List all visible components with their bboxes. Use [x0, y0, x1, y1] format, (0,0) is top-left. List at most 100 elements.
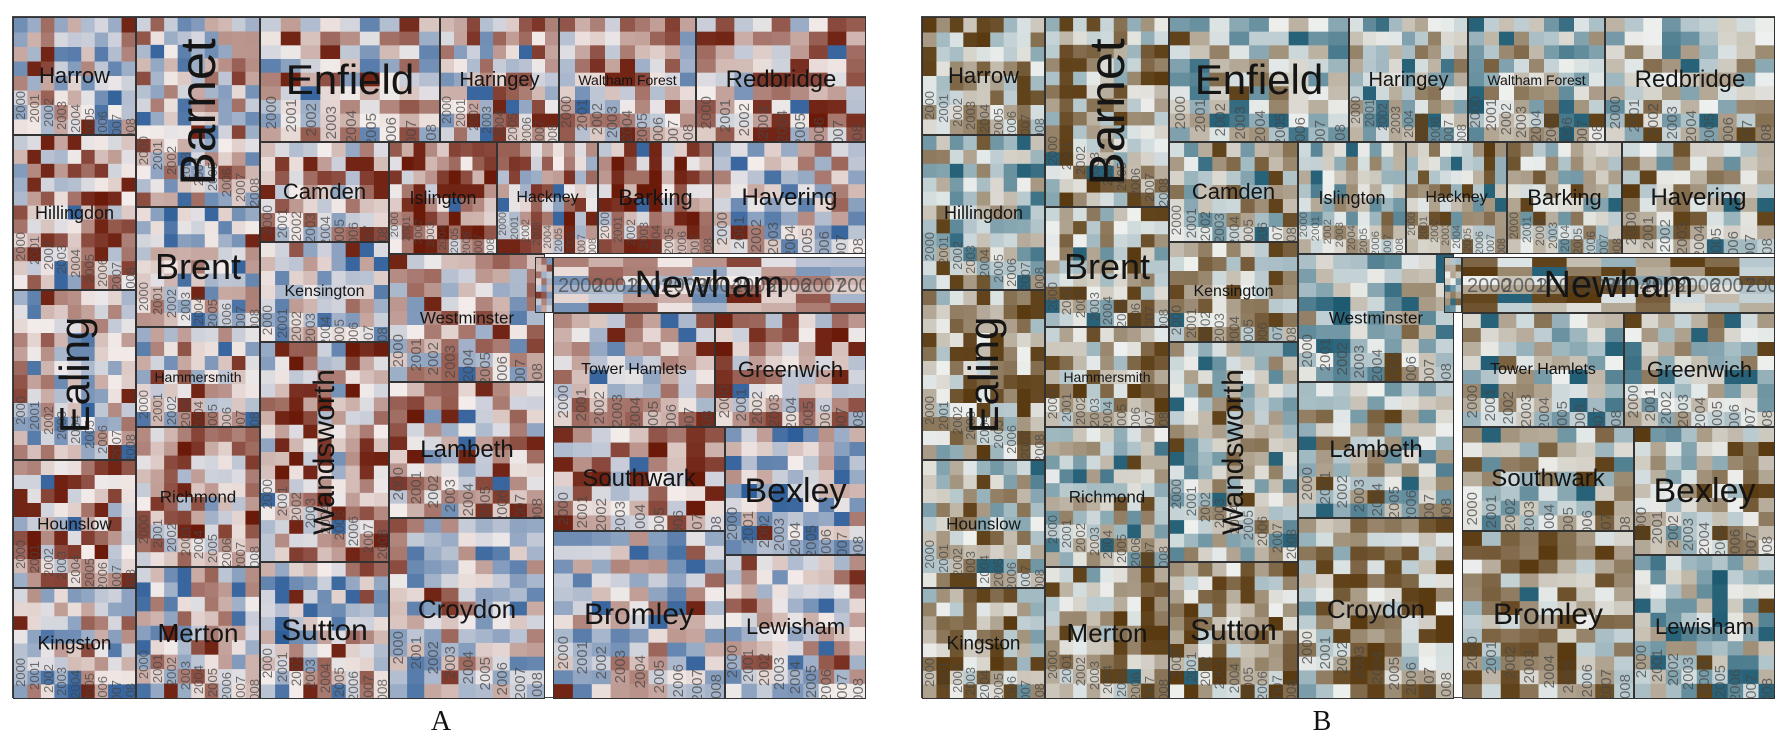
heat-cell — [923, 119, 938, 134]
heat-cell — [1574, 45, 1590, 60]
heat-cell — [629, 532, 650, 547]
heat-cell — [1140, 58, 1156, 73]
heat-cell — [1484, 198, 1496, 213]
heat-cell — [715, 31, 735, 46]
heat-cell — [424, 297, 442, 312]
heat-cell — [1570, 211, 1584, 227]
heat-cell — [40, 18, 55, 34]
heat-cell — [453, 18, 468, 33]
heat-cell — [1154, 247, 1168, 262]
heat-cell — [359, 298, 375, 314]
heat-cell — [458, 297, 477, 312]
heat-cell — [624, 239, 638, 253]
heat-cell — [40, 375, 55, 390]
heat-cell — [686, 515, 706, 530]
treemap-panel-b: 200020012002200320042005200620072008Harr… — [921, 16, 1775, 699]
heat-cell — [1030, 389, 1044, 404]
heat-cell — [1184, 298, 1199, 314]
heat-cell — [67, 530, 82, 546]
heat-cell — [204, 312, 219, 326]
heat-cell — [1545, 143, 1559, 158]
heat-cell — [150, 71, 165, 86]
heat-cell — [27, 177, 42, 193]
heat-cell — [1282, 226, 1297, 241]
heat-cell — [1299, 225, 1312, 240]
heat-cell — [1389, 59, 1403, 74]
heat-cell — [137, 483, 152, 498]
heat-cell — [808, 86, 829, 101]
heat-cell — [345, 590, 361, 605]
heat-cell — [492, 670, 511, 685]
heat-cell — [231, 31, 247, 46]
heat-cell — [1533, 143, 1547, 158]
heat-cell — [27, 191, 42, 207]
heat-cell — [81, 163, 96, 179]
heat-cell — [976, 32, 991, 48]
heat-cell — [827, 72, 847, 87]
heat-cell — [1472, 198, 1485, 213]
heat-cell — [108, 347, 123, 362]
heat-cell — [923, 90, 938, 106]
heat-cell — [289, 657, 304, 672]
heat-cell — [441, 353, 460, 368]
heat-cell — [572, 457, 593, 473]
heat-cell — [1113, 247, 1128, 262]
tile-kensington: 200020012002200320042005200620072008Kens… — [260, 242, 389, 342]
heat-cell — [150, 568, 165, 584]
heat-cell — [831, 314, 850, 329]
heat-cell — [1690, 184, 1708, 199]
heat-cell — [40, 589, 55, 604]
heat-cell — [1322, 211, 1335, 227]
heat-cell — [1402, 113, 1416, 128]
heat-cell — [1030, 444, 1044, 459]
heat-cell — [831, 239, 849, 253]
heat-cell — [81, 76, 96, 92]
heat-cell — [150, 654, 165, 670]
heat-cell — [674, 156, 688, 172]
heat-cell — [1508, 239, 1522, 253]
heat-cell — [509, 383, 528, 397]
heat-cell — [108, 275, 123, 289]
heat-cell — [81, 305, 96, 320]
heat-cell — [218, 497, 233, 512]
heat-cell — [390, 143, 403, 158]
heat-cell — [177, 192, 192, 206]
heat-cell — [475, 282, 494, 298]
heat-cell — [67, 205, 82, 221]
heat-cell — [831, 356, 850, 371]
heat-cell — [1073, 125, 1088, 140]
heat-cell — [1717, 72, 1738, 87]
heat-cell — [1268, 170, 1284, 186]
heat-cell — [747, 170, 765, 185]
heat-cell — [936, 219, 951, 234]
heat-cell — [649, 184, 663, 199]
heat-cell — [1198, 479, 1213, 494]
heat-cell — [475, 615, 494, 630]
heat-cell — [280, 18, 302, 33]
heat-cell — [150, 247, 165, 262]
heat-cell — [191, 58, 206, 73]
heat-cell — [545, 86, 558, 101]
heat-cell — [1154, 31, 1168, 46]
heat-cell — [289, 576, 304, 591]
heat-cell — [963, 18, 978, 34]
heat-cell — [1417, 198, 1430, 213]
heat-cell — [177, 398, 192, 413]
heat-cell — [705, 486, 724, 502]
heat-cell — [1310, 156, 1324, 172]
heat-cell — [261, 465, 276, 480]
heat-cell — [714, 184, 732, 199]
heat-cell — [475, 560, 494, 575]
heat-cell — [1229, 72, 1250, 87]
heat-cell — [390, 546, 408, 561]
heat-cell — [831, 211, 849, 227]
heat-cell — [1140, 98, 1156, 113]
heat-cell — [834, 497, 851, 513]
heat-cell — [1113, 44, 1128, 59]
heat-cell — [678, 370, 697, 385]
heat-cell — [546, 291, 552, 300]
heat-cell — [54, 105, 69, 121]
heat-cell — [67, 643, 82, 658]
heat-cell — [1508, 143, 1522, 158]
heat-cell — [1545, 170, 1559, 185]
